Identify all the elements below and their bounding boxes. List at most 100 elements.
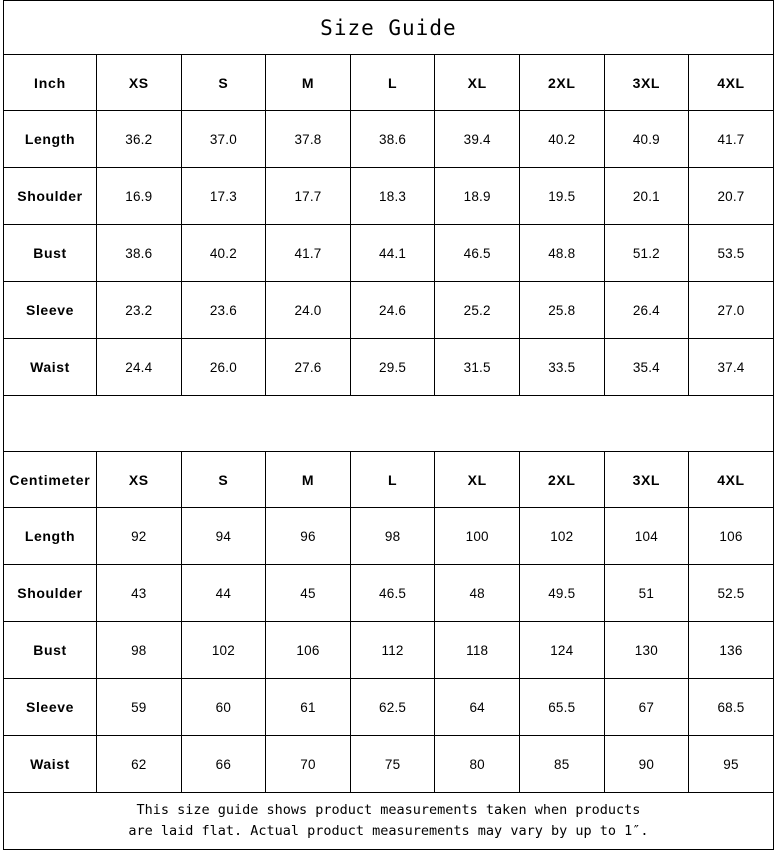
- footnote-row: This size guide shows product measuremen…: [3, 792, 774, 850]
- inch-shoulder-3xl: 20.1: [603, 167, 690, 225]
- inch-sleeve-l: 24.6: [349, 281, 436, 339]
- cm-sleeve-3xl: 67: [603, 678, 690, 736]
- cm-length-xl: 100: [434, 507, 520, 565]
- inch-row-label-waist: Waist: [3, 338, 97, 396]
- cm-column-header-xl: XL: [434, 451, 520, 508]
- centimeter-header-row: Centimeter XS S M L XL 2XL 3XL 4XL: [3, 451, 774, 508]
- size-guide-table: Size Guide Inch XS S M L XL 2XL 3XL 4XL …: [3, 0, 774, 850]
- cm-bust-m: 106: [265, 621, 351, 679]
- cm-column-header-m: M: [265, 451, 351, 508]
- inch-bust-s: 40.2: [180, 224, 267, 282]
- cm-waist-s: 66: [180, 735, 267, 793]
- table-row: Length 92 94 96 98 100 102 104 106: [3, 507, 774, 565]
- inch-column-header-xl: XL: [434, 54, 520, 111]
- inch-length-s: 37.0: [180, 110, 267, 168]
- cm-waist-xl: 80: [434, 735, 520, 793]
- cm-sleeve-2xl: 65.5: [518, 678, 605, 736]
- cm-sleeve-xl: 64: [434, 678, 520, 736]
- cm-bust-xs: 98: [96, 621, 182, 679]
- table-row: Bust 38.6 40.2 41.7 44.1 46.5 48.8 51.2 …: [3, 224, 774, 282]
- spacer-row: [3, 395, 774, 452]
- inch-sleeve-m: 24.0: [265, 281, 351, 339]
- cm-shoulder-l: 46.5: [349, 564, 436, 622]
- inch-bust-3xl: 51.2: [603, 224, 690, 282]
- table-row: Waist 62 66 70 75 80 85 90 95: [3, 735, 774, 793]
- table-row: Sleeve 59 60 61 62.5 64 65.5 67 68.5: [3, 678, 774, 736]
- inch-unit-label: Inch: [3, 54, 97, 111]
- cm-column-header-s: S: [180, 451, 267, 508]
- cm-shoulder-4xl: 52.5: [688, 564, 774, 622]
- inch-column-header-2xl: 2XL: [518, 54, 605, 111]
- inch-bust-2xl: 48.8: [518, 224, 605, 282]
- inch-waist-s: 26.0: [180, 338, 267, 396]
- table-row: Sleeve 23.2 23.6 24.0 24.6 25.2 25.8 26.…: [3, 281, 774, 339]
- inch-shoulder-xs: 16.9: [96, 167, 182, 225]
- cm-bust-4xl: 136: [688, 621, 774, 679]
- inch-shoulder-2xl: 19.5: [518, 167, 605, 225]
- inch-shoulder-l: 18.3: [349, 167, 436, 225]
- inch-header-row: Inch XS S M L XL 2XL 3XL 4XL: [3, 54, 774, 111]
- inch-column-header-l: L: [349, 54, 436, 111]
- table-row: Bust 98 102 106 112 118 124 130 136: [3, 621, 774, 679]
- table-row: Length 36.2 37.0 37.8 38.6 39.4 40.2 40.…: [3, 110, 774, 168]
- cm-column-header-2xl: 2XL: [518, 451, 605, 508]
- inch-column-header-3xl: 3XL: [603, 54, 690, 111]
- inch-shoulder-s: 17.3: [180, 167, 267, 225]
- inch-waist-xs: 24.4: [96, 338, 182, 396]
- inch-sleeve-xl: 25.2: [434, 281, 520, 339]
- cm-length-2xl: 102: [518, 507, 605, 565]
- cm-row-label-shoulder: Shoulder: [3, 564, 97, 622]
- inch-row-label-sleeve: Sleeve: [3, 281, 97, 339]
- cm-sleeve-xs: 59: [96, 678, 182, 736]
- inch-column-header-s: S: [180, 54, 267, 111]
- cm-waist-4xl: 95: [688, 735, 774, 793]
- cm-sleeve-m: 61: [265, 678, 351, 736]
- inch-sleeve-2xl: 25.8: [518, 281, 605, 339]
- cm-row-label-waist: Waist: [3, 735, 97, 793]
- cm-length-m: 96: [265, 507, 351, 565]
- cm-row-label-length: Length: [3, 507, 97, 565]
- inch-column-header-xs: XS: [96, 54, 182, 111]
- cm-shoulder-xl: 48: [434, 564, 520, 622]
- cm-row-label-bust: Bust: [3, 621, 97, 679]
- title-row: Size Guide: [3, 0, 774, 55]
- size-guide-body: Size Guide Inch XS S M L XL 2XL 3XL 4XL …: [3, 0, 774, 850]
- cm-waist-m: 70: [265, 735, 351, 793]
- inch-bust-xl: 46.5: [434, 224, 520, 282]
- inch-length-4xl: 41.7: [688, 110, 774, 168]
- inch-column-header-4xl: 4XL: [688, 54, 774, 111]
- inch-waist-4xl: 37.4: [688, 338, 774, 396]
- inch-waist-l: 29.5: [349, 338, 436, 396]
- inch-length-2xl: 40.2: [518, 110, 605, 168]
- inch-row-label-length: Length: [3, 110, 97, 168]
- cm-length-l: 98: [349, 507, 436, 565]
- inch-sleeve-4xl: 27.0: [688, 281, 774, 339]
- cm-shoulder-s: 44: [180, 564, 267, 622]
- cm-column-header-xs: XS: [96, 451, 182, 508]
- cm-length-xs: 92: [96, 507, 182, 565]
- inch-bust-m: 41.7: [265, 224, 351, 282]
- table-row: Shoulder 43 44 45 46.5 48 49.5 51 52.5: [3, 564, 774, 622]
- inch-bust-xs: 38.6: [96, 224, 182, 282]
- table-row: Shoulder 16.9 17.3 17.7 18.3 18.9 19.5 2…: [3, 167, 774, 225]
- centimeter-unit-label: Centimeter: [3, 451, 97, 508]
- size-guide-footnote: This size guide shows product measuremen…: [3, 792, 774, 850]
- inch-bust-l: 44.1: [349, 224, 436, 282]
- cm-waist-2xl: 85: [518, 735, 605, 793]
- cm-sleeve-4xl: 68.5: [688, 678, 774, 736]
- cm-sleeve-s: 60: [180, 678, 267, 736]
- cm-shoulder-3xl: 51: [603, 564, 690, 622]
- cm-column-header-4xl: 4XL: [688, 451, 774, 508]
- cm-bust-xl: 118: [434, 621, 520, 679]
- inch-shoulder-m: 17.7: [265, 167, 351, 225]
- inch-length-xs: 36.2: [96, 110, 182, 168]
- page-title: Size Guide: [3, 0, 774, 55]
- cm-length-3xl: 104: [603, 507, 690, 565]
- table-row: Waist 24.4 26.0 27.6 29.5 31.5 33.5 35.4…: [3, 338, 774, 396]
- cm-waist-3xl: 90: [603, 735, 690, 793]
- cm-bust-l: 112: [349, 621, 436, 679]
- inch-length-3xl: 40.9: [603, 110, 690, 168]
- inch-waist-2xl: 33.5: [518, 338, 605, 396]
- inch-waist-m: 27.6: [265, 338, 351, 396]
- inch-column-header-m: M: [265, 54, 351, 111]
